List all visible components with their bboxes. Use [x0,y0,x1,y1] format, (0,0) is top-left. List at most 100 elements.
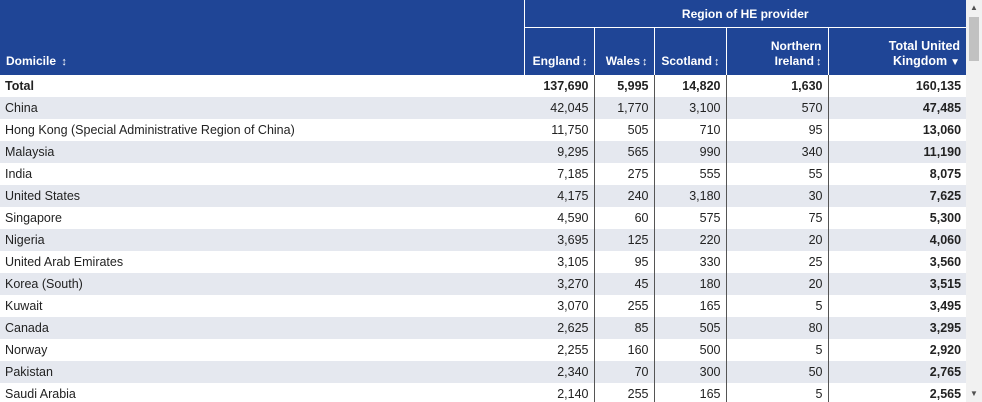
wales-cell: 275 [594,163,655,185]
scotland-cell: 300 [654,361,727,383]
domicile-cell: Canada [0,317,524,339]
sort-icon[interactable]: ↕ [582,56,588,68]
column-header-england[interactable]: England ↕ [523,27,594,75]
table-row: Kuwait 3,070 255 165 5 3,495 [0,295,966,317]
england-cell: 3,105 [524,251,595,273]
northern-ireland-cell: 5 [726,295,829,317]
domicile-cell: India [5,167,33,181]
wales-cell: 1,770 [594,97,655,119]
table-row: United States 4,175 240 3,180 30 7,625 [0,185,966,207]
england-cell: 4,590 [524,207,595,229]
northern-ireland-cell: 75 [726,207,829,229]
domicile-cell: United States [0,185,524,207]
total-uk-cell: 2,920 [929,343,962,357]
sort-icon[interactable]: ↕ [816,56,822,68]
table-row: Pakistan 2,340 70 300 50 2,765 [0,361,966,383]
domicile-cell: United Arab Emirates [5,255,124,269]
scotland-cell: 710 [654,119,727,141]
total-uk-cell: 13,060 [922,123,962,137]
domicile-cell: Kuwait [5,299,43,313]
total-uk-cell: 2,565 [929,387,962,401]
wales-cell: 70 [594,361,655,383]
domicile-cell: Saudi Arabia [5,387,76,401]
wales-cell: 125 [594,229,655,251]
northern-ireland-cell: 1,630 [726,75,829,97]
total-uk-cell: 8,075 [929,167,962,181]
scotland-cell: 3,100 [654,97,727,119]
scotland-cell: 14,820 [654,75,727,97]
england-cell: 7,185 [524,163,595,185]
domicile-cell: Hong Kong (Special Administrative Region… [5,123,295,137]
northern-ireland-cell: 570 [726,97,829,119]
total-uk-cell: 4,060 [828,229,966,251]
total-row: Total 137,690 5,995 14,820 1,630 160,135 [0,75,966,97]
scotland-cell: 330 [654,251,727,273]
scotland-cell: 165 [654,295,727,317]
wales-cell: 160 [594,339,655,361]
wales-cell: 505 [594,119,655,141]
table-row: Norway 2,255 160 500 5 2,920 [0,339,966,361]
northern-ireland-cell: 20 [726,229,829,251]
scotland-cell: 575 [654,207,727,229]
sort-icon[interactable]: ↕ [714,56,720,68]
domicile-cell: Korea (South) [0,273,524,295]
column-header-wales[interactable]: Wales ↕ [593,27,654,75]
total-uk-cell: 3,515 [828,273,966,295]
total-uk-cell: 7,625 [828,185,966,207]
england-cell: 2,140 [524,383,595,402]
northern-ireland-cell: 30 [726,185,829,207]
england-cell: 2,625 [524,317,595,339]
scotland-cell: 180 [654,273,727,295]
england-cell: 42,045 [524,97,595,119]
column-label: Domicile [6,54,57,68]
northern-ireland-cell: 340 [726,141,829,163]
northern-ireland-cell: 25 [726,251,829,273]
scroll-up-arrow-icon[interactable]: ▲ [970,3,978,12]
wales-cell: 255 [594,383,655,402]
england-cell: 2,340 [524,361,595,383]
sort-descending-icon[interactable]: ▼ [950,57,961,68]
scotland-cell: 555 [654,163,727,185]
scotland-cell: 220 [654,229,727,251]
total-uk-cell: 2,765 [828,361,966,383]
column-label: Kingdom [892,54,948,68]
northern-ireland-cell: 5 [726,383,829,402]
northern-ireland-cell: 5 [726,339,829,361]
scotland-cell: 3,180 [654,185,727,207]
header-spacer [0,0,524,28]
wales-cell: 85 [594,317,655,339]
column-label: Northern [770,39,822,53]
northern-ireland-cell: 50 [726,361,829,383]
table-row: India 7,185 275 555 55 8,075 [0,163,966,185]
scroll-down-arrow-icon[interactable]: ▼ [970,389,978,398]
column-header-domicile[interactable]: Domicile ↕ [0,27,524,75]
england-cell: 2,255 [524,339,595,361]
wales-cell: 240 [594,185,655,207]
total-uk-cell: 5,300 [929,211,962,225]
england-cell: 3,270 [524,273,595,295]
column-label: Ireland [774,54,814,68]
column-label: Wales [605,54,640,68]
england-cell: 3,695 [524,229,595,251]
scotland-cell: 165 [654,383,727,402]
total-uk-cell: 3,560 [929,255,962,269]
scrollbar-thumb[interactable] [969,17,979,61]
total-uk-cell: 11,190 [828,141,966,163]
column-header-northern-ireland[interactable]: Northern Ireland ↕ [725,27,828,75]
sort-icon[interactable]: ↕ [61,56,67,68]
scotland-cell: 990 [654,141,727,163]
column-header-scotland[interactable]: Scotland ↕ [653,27,726,75]
total-uk-cell: 3,295 [828,317,966,339]
column-header-total-uk[interactable]: Total United Kingdom ▼ [827,27,966,75]
region-group-header: Region of HE provider [523,0,966,28]
england-cell: 9,295 [524,141,595,163]
column-label: Total United [888,39,961,53]
sort-icon[interactable]: ↕ [642,56,648,68]
vertical-scrollbar[interactable]: ▲ ▼ [966,0,982,402]
scotland-cell: 505 [654,317,727,339]
table-row: Singapore 4,590 60 575 75 5,300 [0,207,966,229]
column-label: Scotland [661,54,712,68]
column-label: England [532,54,580,68]
wales-cell: 565 [594,141,655,163]
